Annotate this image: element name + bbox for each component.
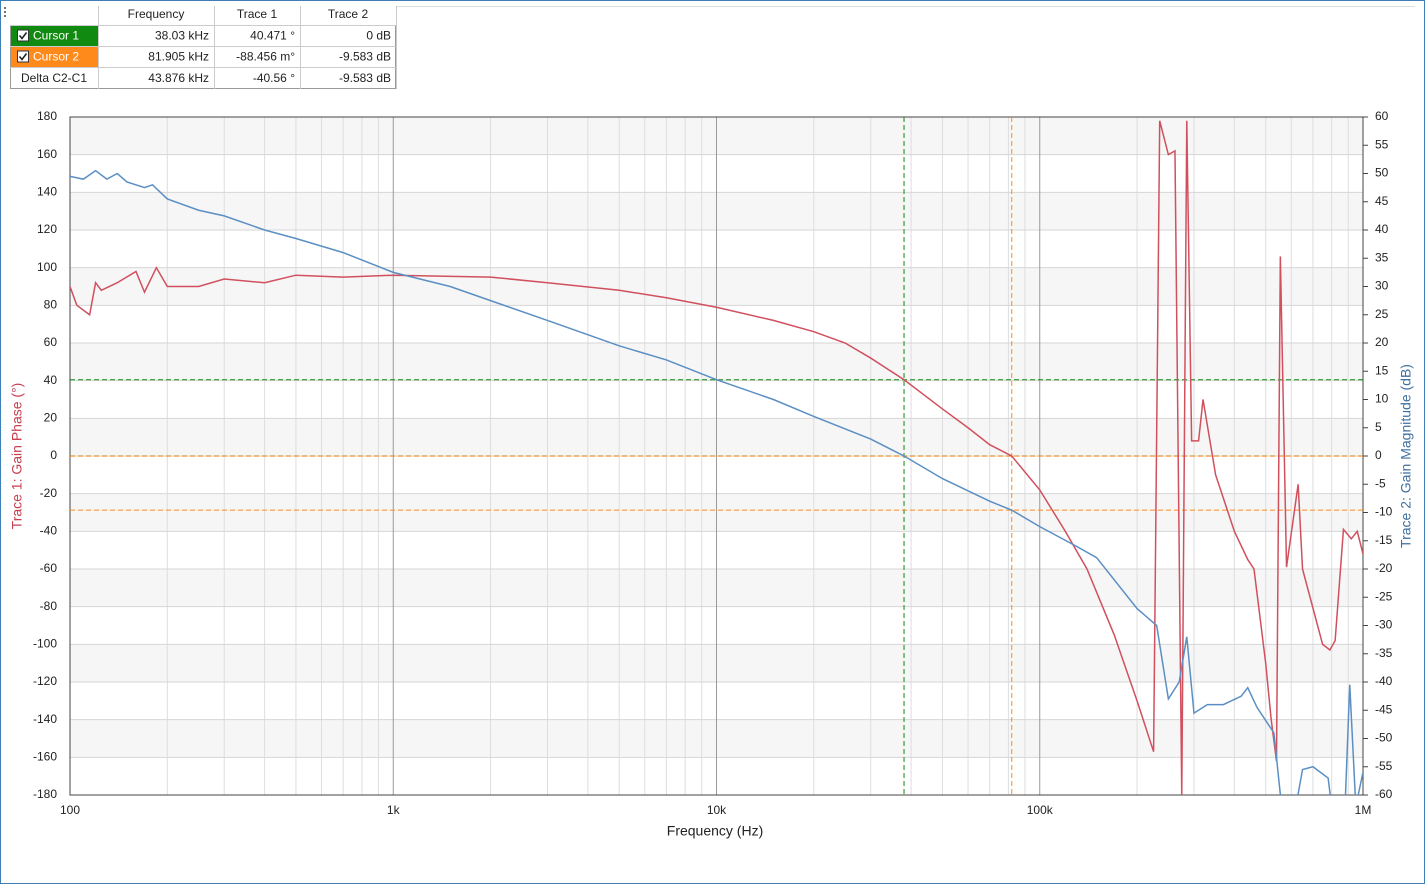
y2-tick-label: -60 xyxy=(1375,787,1393,801)
x-tick-label: 10k xyxy=(707,803,727,817)
drag-handle[interactable] xyxy=(4,7,6,17)
y-tick-label: -20 xyxy=(40,486,58,500)
x-axis-label: Frequency (Hz) xyxy=(667,823,763,839)
cell-value: 43.876 kHz xyxy=(148,71,209,85)
y2-tick-label: 45 xyxy=(1375,194,1389,208)
column-header: Frequency xyxy=(128,7,185,21)
checkmark xyxy=(18,53,28,61)
column-header: Trace 1 xyxy=(237,7,278,21)
trace-line xyxy=(70,120,1363,795)
y2-tick-label: -50 xyxy=(1375,731,1393,745)
y-tick-label: 140 xyxy=(37,185,57,199)
y2-tick-label: 60 xyxy=(1375,109,1389,123)
y2-tick-label: -45 xyxy=(1375,702,1393,716)
cell-value: -88.456 m° xyxy=(236,50,295,64)
y2-tick-label: -25 xyxy=(1375,589,1393,603)
checkbox[interactable] xyxy=(17,29,29,42)
x-tick-label: 1k xyxy=(387,803,401,817)
y-tick-label: 180 xyxy=(37,109,57,123)
y2-tick-label: 10 xyxy=(1375,392,1389,406)
y-tick-label: 40 xyxy=(44,373,58,387)
cell-value: 81.905 kHz xyxy=(148,50,209,64)
y-tick-label: 20 xyxy=(44,411,58,425)
y2-axis-label: Trace 2: Gain Magnitude (dB) xyxy=(1398,364,1414,548)
x-tick-label: 100 xyxy=(60,803,80,817)
y2-tick-label: 55 xyxy=(1375,137,1389,151)
cell-value: -9.583 dB xyxy=(339,50,391,64)
trace-line xyxy=(70,169,1363,795)
y-tick-label: 0 xyxy=(50,448,57,462)
cell-value: 38.03 kHz xyxy=(155,29,209,43)
cursor-name: Cursor 2 xyxy=(33,50,79,64)
y-tick-label: -60 xyxy=(40,561,58,575)
x-tick-label: 100k xyxy=(1027,803,1054,817)
y-axis-label: Trace 1: Gain Phase (°) xyxy=(9,383,25,530)
y2-tick-label: 5 xyxy=(1375,420,1382,434)
y2-tick-label: 40 xyxy=(1375,222,1389,236)
cursor-swatch xyxy=(11,26,98,46)
cell-value: 0 dB xyxy=(366,29,391,43)
y2-tick-label: -5 xyxy=(1375,476,1386,490)
y-tick-label: -180 xyxy=(33,787,57,801)
y2-tick-label: -40 xyxy=(1375,674,1393,688)
y2-tick-label: -55 xyxy=(1375,759,1393,773)
y-tick-label: -80 xyxy=(40,599,58,613)
cursor-name: Delta C2-C1 xyxy=(21,71,87,85)
y-tick-label: 100 xyxy=(37,260,57,274)
y-tick-label: 60 xyxy=(44,335,58,349)
y2-tick-label: 20 xyxy=(1375,335,1389,349)
cursor-swatch xyxy=(11,47,98,67)
y-tick-label: -120 xyxy=(33,674,57,688)
y2-tick-label: 35 xyxy=(1375,250,1389,264)
y2-tick-label: 15 xyxy=(1375,363,1389,377)
y2-tick-label: -20 xyxy=(1375,561,1393,575)
y-tick-label: -140 xyxy=(33,712,57,726)
y-tick-label: -100 xyxy=(33,637,57,651)
y2-tick-label: -10 xyxy=(1375,505,1393,519)
y-tick-label: -160 xyxy=(33,750,57,764)
checkbox[interactable] xyxy=(17,50,29,63)
checkmark xyxy=(18,32,28,40)
y-tick-label: -40 xyxy=(40,524,58,538)
y2-tick-label: -15 xyxy=(1375,533,1393,547)
y-tick-label: 160 xyxy=(37,147,57,161)
cell-value: -9.583 dB xyxy=(339,71,391,85)
x-tick-label: 1M xyxy=(1355,803,1372,817)
column-header: Trace 2 xyxy=(328,7,369,21)
y2-tick-label: 50 xyxy=(1375,166,1389,180)
y2-tick-label: -30 xyxy=(1375,618,1393,632)
y2-tick-label: -35 xyxy=(1375,646,1393,660)
y2-tick-label: 30 xyxy=(1375,279,1389,293)
cursor-name: Cursor 1 xyxy=(33,29,79,43)
cell-value: -40.56 ° xyxy=(253,71,295,85)
y2-tick-label: 25 xyxy=(1375,307,1389,321)
cell-value: 40.471 ° xyxy=(250,29,295,43)
y-tick-label: 120 xyxy=(37,222,57,236)
y-tick-label: 80 xyxy=(44,298,58,312)
y2-tick-label: 0 xyxy=(1375,448,1382,462)
